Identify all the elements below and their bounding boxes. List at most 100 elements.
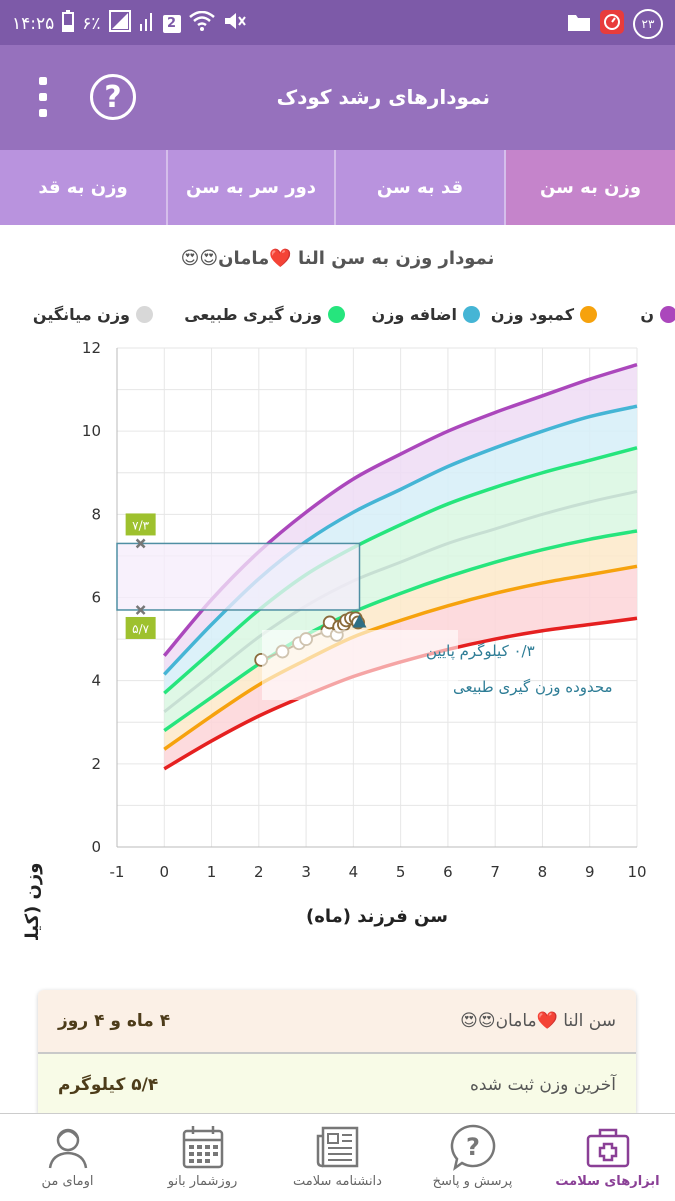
app-notification-icon: [599, 9, 625, 39]
y-axis-label: وزن (کیلوگرم): [21, 863, 43, 940]
tab-height-for-age[interactable]: قد به سن: [336, 150, 506, 225]
dot-icon: [39, 77, 47, 85]
svg-text:?: ?: [466, 1133, 480, 1161]
x-tick-label: 6: [443, 863, 453, 881]
legend-item-overweight[interactable]: اضافه وزن: [371, 305, 480, 324]
tab-label: وزن به قد: [38, 177, 128, 198]
y-tick-label: 6: [91, 589, 101, 607]
x-tick-label: -1: [110, 863, 125, 881]
help-button[interactable]: ?: [90, 74, 136, 120]
annotation-line-2: محدوده وزن گیری طبیعی: [453, 678, 613, 696]
x-axis-label: سن فرزند (ماه): [306, 906, 448, 927]
range-min-label: ۵/۷: [132, 622, 149, 636]
medical-kit-icon: [586, 1128, 629, 1168]
sim-badge-icon: 2: [162, 14, 181, 33]
x-tick-label: 3: [301, 863, 311, 881]
question-bubble-icon: ?: [450, 1124, 495, 1171]
nav-label: روزشمار بانو: [167, 1174, 238, 1189]
x-tick-label: 5: [396, 863, 406, 881]
band-normal-upper: [164, 447, 638, 712]
y-tick-label: 4: [91, 672, 101, 690]
y-tick-label: 2: [91, 755, 101, 773]
bottom-navigation: اومای من روزشمار بانو دانشنامه سلام: [0, 1113, 675, 1201]
legend-item-underweight[interactable]: کمبود وزن: [491, 305, 597, 324]
dot-icon: [39, 109, 47, 117]
folder-icon: [567, 12, 591, 36]
overflow-menu-button[interactable]: [36, 77, 50, 121]
calendar-icon: [182, 1126, 223, 1169]
age-label: سن النا ❤️مامان😍😍: [460, 1011, 616, 1031]
x-tick-label: 2: [254, 863, 264, 881]
x-tick-label: 10: [627, 863, 646, 881]
nav-label: ابزارهای سلامت: [555, 1174, 660, 1189]
legend-dot-icon: [463, 306, 480, 323]
band-high: [164, 364, 638, 675]
y-tick-label: 10: [82, 422, 101, 440]
tab-label: قد به سن: [376, 177, 464, 198]
legend-label: ن: [640, 305, 654, 324]
weight-label: آخرین وزن ثبت شده: [469, 1075, 616, 1095]
nav-calendar[interactable]: روزشمار بانو: [135, 1114, 270, 1201]
legend-label: وزن گیری طبیعی: [184, 305, 322, 324]
signal-bars-icon: [139, 10, 155, 37]
signal-box-icon: [108, 10, 131, 37]
chart-title: نمودار وزن به سن النا ❤️مامان😍😍: [180, 248, 495, 269]
x-tick-label: 4: [349, 863, 359, 881]
legend-dot-icon: [136, 306, 153, 323]
legend-dot-icon: [580, 306, 597, 323]
nav-health-tools[interactable]: ابزارهای سلامت: [540, 1114, 675, 1201]
legend-dot-icon: [328, 306, 345, 323]
curve-p-normal_low: [163, 529, 638, 732]
annotation-box: [262, 630, 458, 700]
curve-p-normal_high: [163, 446, 638, 695]
legend-label: کمبود وزن: [490, 305, 574, 324]
band-low: [164, 566, 638, 769]
x-tick-label: 8: [538, 863, 548, 881]
child-info-card: سن النا ❤️مامان😍😍 ۴ ماه و ۴ روز آخرین وز…: [38, 990, 636, 1114]
question-mark-icon: ?: [104, 79, 122, 115]
curve-p-underweight: [163, 564, 638, 751]
x-tick-label: 9: [585, 863, 595, 881]
curve-p-median: [163, 489, 638, 714]
weight-value: ۵/۴ کیلوگرم: [58, 1075, 159, 1095]
legend-dot-icon: [660, 306, 675, 323]
x-tick-label: 7: [490, 863, 500, 881]
x-tick-label: 0: [159, 863, 169, 881]
x-mark-icon: [135, 538, 146, 549]
y-tick-label: 12: [82, 339, 101, 357]
battery-percent: ۶٪: [82, 13, 101, 34]
y-tick-label: 8: [91, 505, 101, 523]
legend-item-median[interactable]: وزن میانگین: [33, 305, 153, 324]
range-max-badge: [125, 513, 156, 536]
tab-weight-for-height[interactable]: وزن به قد: [0, 150, 168, 225]
tab-label: دور سر به سن: [185, 177, 317, 198]
newspaper-icon: [316, 1126, 358, 1168]
legend-item-normal[interactable]: وزن گیری طبیعی: [184, 305, 345, 324]
chart-tabs: وزن به قد دور سر به سن قد به سن وزن به س…: [0, 150, 675, 225]
legend-item-high[interactable]: ن: [640, 305, 675, 324]
latest-point-marker: [352, 614, 367, 628]
band-underweight: [164, 530, 638, 750]
annotation-line-1: ۰/۳ کیلوگرم پایین: [426, 642, 535, 661]
age-value: ۴ ماه و ۴ روز: [58, 1011, 171, 1031]
legend-label: اضافه وزن: [371, 305, 457, 324]
status-time: ۱۴:۲۵: [12, 13, 55, 34]
x-mark-icon: [135, 605, 146, 615]
age-row: سن النا ❤️مامان😍😍 ۴ ماه و ۴ روز: [38, 990, 636, 1054]
tab-label: وزن به سن: [539, 177, 642, 198]
page-title: نمودارهای رشد کودک: [276, 85, 490, 109]
nav-health-encyclopedia[interactable]: دانشنامه سلامت: [270, 1114, 405, 1201]
battery-icon: [62, 10, 75, 37]
user-profile-icon: [48, 1128, 87, 1169]
x-tick-label: 1: [207, 863, 217, 881]
notification-count-badge: ۲۳: [633, 9, 663, 39]
weight-row: آخرین وزن ثبت شده ۵/۴ کیلوگرم: [38, 1054, 636, 1114]
tab-weight-for-age[interactable]: وزن به سن: [506, 150, 675, 225]
tab-head-circumference-for-age[interactable]: دور سر به سن: [168, 150, 336, 225]
mute-icon: [223, 10, 247, 37]
nav-questions-answers[interactable]: ? پرسش و پاسخ: [405, 1114, 540, 1201]
range-max-marker: ۷/۳: [125, 513, 156, 549]
nav-my-profile[interactable]: اومای من: [0, 1114, 135, 1201]
chart-legend: ن کمبود وزن اضافه وزن وزن گیری طبیعی وزن…: [0, 305, 675, 335]
